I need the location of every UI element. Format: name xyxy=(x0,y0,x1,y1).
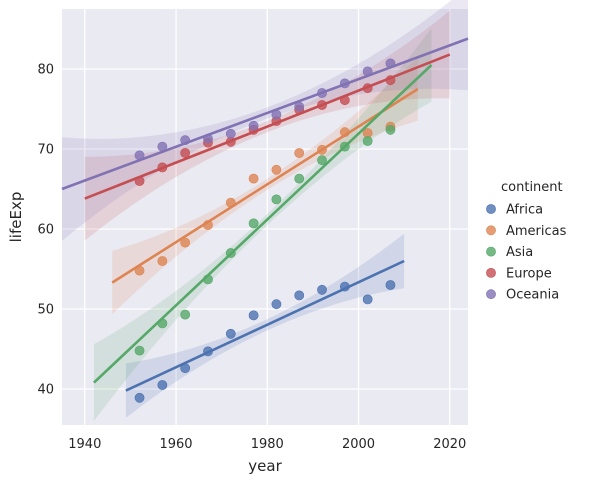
legend-marker-oceania xyxy=(486,290,495,299)
legend-title: continent xyxy=(501,180,563,195)
y-tick-label: 40 xyxy=(37,383,54,398)
data-point-africa xyxy=(363,295,372,304)
x-tick-label: 2000 xyxy=(342,437,375,452)
y-tick-label: 60 xyxy=(37,223,54,238)
legend-label-asia: Asia xyxy=(506,245,533,260)
data-point-asia xyxy=(386,125,395,134)
data-point-africa xyxy=(386,280,395,289)
y-tick-label: 70 xyxy=(37,143,54,158)
data-point-americas xyxy=(249,174,258,183)
legend-marker-americas xyxy=(486,226,495,235)
legend-marker-africa xyxy=(486,204,495,213)
data-point-oceania xyxy=(226,129,235,138)
data-point-africa xyxy=(158,380,167,389)
y-tick-label: 50 xyxy=(37,303,54,318)
data-point-asia xyxy=(272,195,281,204)
data-point-europe xyxy=(181,148,190,157)
data-point-africa xyxy=(317,285,326,294)
data-point-asia xyxy=(249,219,258,228)
data-point-oceania xyxy=(249,121,258,130)
data-point-asia xyxy=(181,310,190,319)
data-point-americas xyxy=(158,256,167,265)
data-point-americas xyxy=(272,165,281,174)
data-point-africa xyxy=(295,291,304,300)
y-tick-label: 80 xyxy=(37,63,54,78)
legend-marker-europe xyxy=(486,268,495,277)
data-point-africa xyxy=(249,311,258,320)
x-axis-label: year xyxy=(248,457,282,475)
x-tick-label: 1940 xyxy=(68,437,101,452)
data-point-asia xyxy=(363,136,372,145)
x-tick-label: 2020 xyxy=(433,437,466,452)
data-point-asia xyxy=(135,346,144,355)
data-point-asia xyxy=(295,174,304,183)
data-point-africa xyxy=(135,393,144,402)
x-tick-label: 1960 xyxy=(159,437,192,452)
data-point-africa xyxy=(272,300,281,309)
data-point-americas xyxy=(295,148,304,157)
legend-label-oceania: Oceania xyxy=(506,288,559,303)
legend: continent Africa Americas Asia Europe Oceani… xyxy=(486,180,566,303)
data-point-africa xyxy=(226,329,235,338)
y-tick-labels: 40 50 60 70 80 xyxy=(37,63,54,398)
legend-label-europe: Europe xyxy=(506,266,552,281)
legend-marker-asia xyxy=(486,247,495,256)
y-axis-label: lifeExp xyxy=(7,192,25,243)
legend-label-africa: Africa xyxy=(506,203,543,218)
x-tick-labels: 1940 1960 1980 2000 2020 xyxy=(68,437,466,452)
x-tick-label: 1980 xyxy=(251,437,284,452)
legend-label-americas: Americas xyxy=(506,224,567,239)
